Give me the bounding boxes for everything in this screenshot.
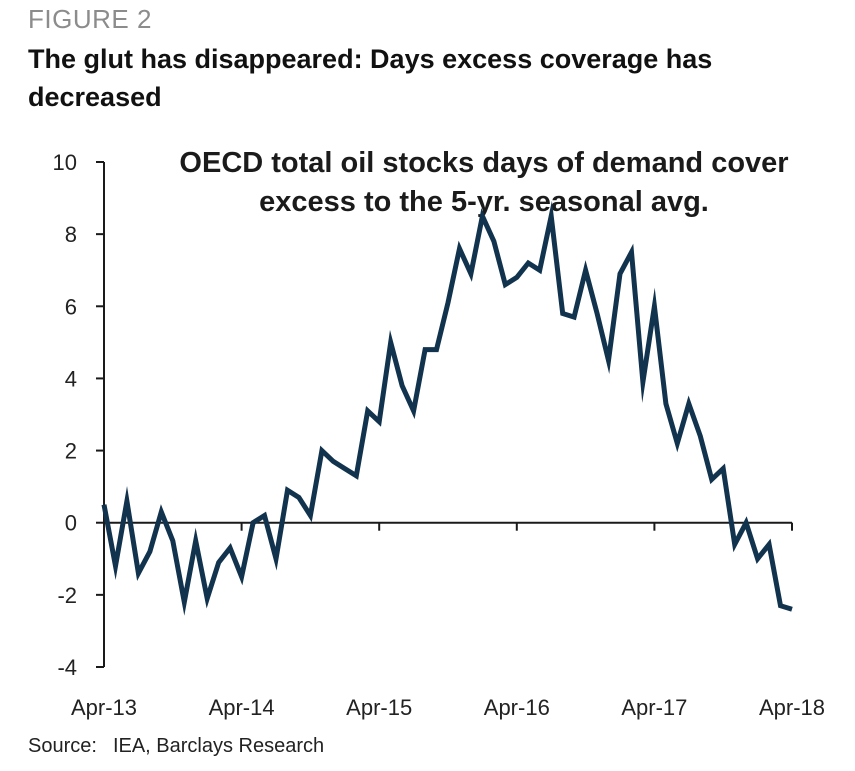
annotation-line: excess to the 5-yr. seasonal avg. bbox=[259, 186, 709, 218]
y-tick-label: 6 bbox=[65, 294, 77, 319]
y-tick-label: 4 bbox=[65, 366, 77, 391]
x-tick-label: Apr-18 bbox=[759, 695, 825, 720]
chart-title: The glut has disappeared: Days excess co… bbox=[28, 44, 713, 112]
x-tick-label: Apr-13 bbox=[71, 695, 137, 720]
source-text: IEA, Barclays Research bbox=[112, 735, 325, 757]
y-tick-label: -4 bbox=[57, 655, 77, 680]
x-tick-label: Apr-14 bbox=[209, 695, 275, 720]
y-tick-label: 0 bbox=[65, 511, 77, 536]
axis-ticks: 10 8 6 4 2 0 -2 -4 Apr-13 Apr-14 Apr-15 Apr-16 Apr-1… bbox=[53, 150, 826, 720]
y-tick-label: 2 bbox=[65, 439, 77, 464]
x-tick-label: Apr-16 bbox=[484, 695, 550, 720]
chart-annotation: OECD total oil stocks days of demand cov… bbox=[179, 147, 788, 218]
y-tick-label: 8 bbox=[65, 222, 77, 247]
source-label: Source: bbox=[28, 735, 97, 757]
series-layer bbox=[101, 200, 793, 616]
chart-axes bbox=[103, 162, 792, 667]
y-tick-label: -2 bbox=[57, 583, 77, 608]
series-line bbox=[101, 200, 793, 616]
figure-label: FIGURE 2 bbox=[28, 4, 152, 34]
x-tick-label: Apr-17 bbox=[621, 695, 687, 720]
x-tick-label: Apr-15 bbox=[346, 695, 412, 720]
annotation-line: OECD total oil stocks days of demand cov… bbox=[179, 147, 788, 179]
source-note: Source: IEA, Barclays Research bbox=[28, 735, 324, 758]
y-tick-label: 10 bbox=[53, 150, 77, 175]
